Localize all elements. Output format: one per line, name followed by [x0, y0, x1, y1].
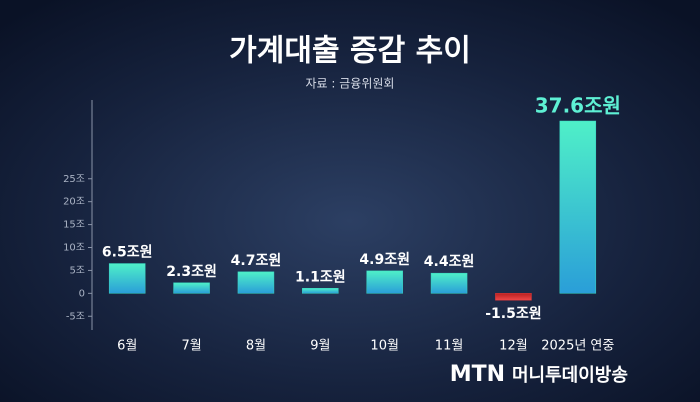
x-tick-label: 10월	[370, 339, 399, 354]
y-tick-label: 20조	[63, 197, 85, 208]
logo-name: 머니투데이방송	[512, 365, 628, 386]
chart-subtitle: 자료 : 금융위원회	[306, 77, 395, 91]
value-label: 2.3조원	[166, 264, 217, 280]
y-tick-label: 15조	[63, 220, 85, 231]
bar	[302, 288, 339, 294]
x-tick-label: 8월	[246, 339, 266, 354]
value-label: 37.6조원	[535, 94, 621, 118]
x-tick-label: 2025년 연중	[541, 339, 614, 354]
value-label: 1.1조원	[295, 269, 346, 285]
value-label: 4.7조원	[231, 253, 282, 269]
bar	[237, 271, 275, 294]
bar	[430, 272, 468, 294]
value-label: 4.4조원	[424, 254, 475, 270]
value-label: 4.9조원	[359, 252, 410, 268]
value-label: 6.5조원	[102, 245, 153, 261]
chart-title: 가계대출 증감 추이	[229, 34, 471, 69]
bar	[173, 282, 210, 294]
x-tick-label: 11월	[435, 339, 464, 354]
value-label: -1.5조원	[485, 306, 541, 322]
bar	[366, 270, 403, 294]
y-tick-label: 10조	[63, 243, 85, 254]
y-tick-label: 0	[79, 288, 85, 299]
bar	[495, 293, 532, 301]
x-tick-label: 6월	[117, 339, 137, 354]
y-tick-label: 25조	[63, 174, 85, 185]
y-tick-label: -5조	[66, 311, 85, 322]
x-tick-label: 7월	[181, 339, 201, 354]
x-tick-label: 9월	[310, 339, 330, 354]
y-tick-label: 5조	[69, 265, 85, 276]
bar	[108, 263, 146, 294]
x-tick-label: 12월	[499, 339, 528, 354]
bar	[559, 120, 597, 294]
logo-brand: MTN	[450, 362, 505, 387]
